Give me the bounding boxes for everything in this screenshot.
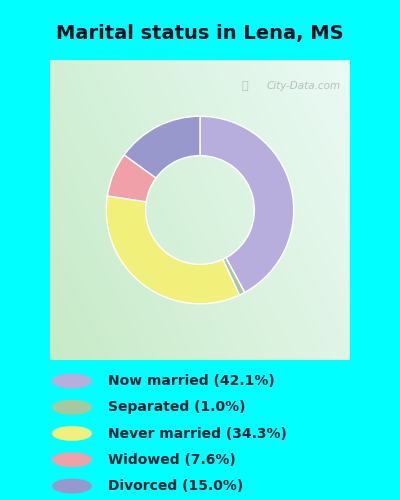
Circle shape [53, 480, 91, 492]
Text: Divorced (15.0%): Divorced (15.0%) [108, 479, 243, 493]
Wedge shape [200, 116, 294, 292]
Text: Never married (34.3%): Never married (34.3%) [108, 426, 287, 440]
Circle shape [53, 427, 91, 440]
Wedge shape [124, 116, 200, 178]
Circle shape [53, 400, 91, 414]
Text: City-Data.com: City-Data.com [267, 81, 341, 91]
Wedge shape [106, 196, 239, 304]
Circle shape [53, 374, 91, 388]
Wedge shape [107, 155, 156, 202]
Text: Separated (1.0%): Separated (1.0%) [108, 400, 246, 414]
Circle shape [53, 453, 91, 466]
Text: ⓘ: ⓘ [242, 81, 249, 91]
Text: Marital status in Lena, MS: Marital status in Lena, MS [56, 24, 344, 42]
Wedge shape [223, 258, 245, 295]
Text: Now married (42.1%): Now married (42.1%) [108, 374, 275, 388]
Text: Widowed (7.6%): Widowed (7.6%) [108, 453, 236, 467]
